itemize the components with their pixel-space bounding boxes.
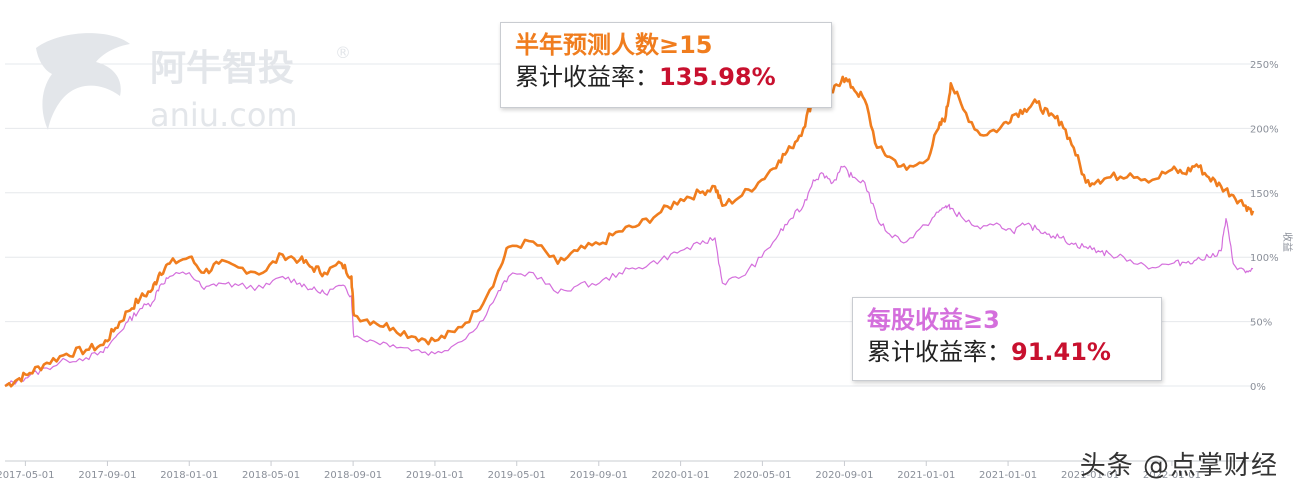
- y-tick-label: 0%: [1250, 382, 1266, 393]
- y-tick-label: 150%: [1250, 189, 1279, 200]
- annotation-series2: 每股收益≥3 累计收益率：91.41%: [852, 297, 1162, 381]
- footer-source: 头条 @点掌财经: [1079, 451, 1278, 481]
- series-lines: [4, 75, 1255, 388]
- y-tick-label: 200%: [1250, 124, 1279, 135]
- watermark-brand-en: aniu.com: [150, 96, 298, 134]
- y-axis-label: 收益: [1281, 232, 1294, 252]
- watermark-brand-cn: 阿牛智投: [150, 48, 294, 89]
- y-tick-label: 100%: [1250, 253, 1279, 264]
- series-line-2: [4, 165, 1254, 387]
- watermark: 阿牛智投 ® aniu.com: [36, 33, 351, 134]
- series2-return-value: 91.41%: [1011, 338, 1111, 366]
- x-tick-label: 2020-01-01: [652, 470, 710, 481]
- y-axis-ticks: 0% 50% 100% 150% 200% 250%: [1250, 60, 1279, 393]
- x-axis: 2017-05-01 2017-09-01 2018-01-01 2018-05-01…: [0, 460, 1263, 481]
- x-tick-label: 2018-05-01: [242, 470, 300, 481]
- x-tick-label: 2017-05-01: [0, 470, 54, 481]
- y-tick-label: 250%: [1250, 60, 1279, 71]
- series2-title: 每股收益≥3: [867, 306, 1000, 334]
- series1-return-row: 累计收益率：135.98%: [515, 61, 817, 93]
- x-tick-label: 2018-09-01: [324, 470, 382, 481]
- x-tick-label: 2021-01-01: [897, 470, 955, 481]
- x-tick-label: 2020-09-01: [815, 470, 873, 481]
- x-tick-label: 2021-01-01: [1061, 470, 1119, 481]
- x-tick-label: 2022-01-01: [1143, 470, 1201, 481]
- x-tick-label: 2020-05-01: [733, 470, 791, 481]
- series1-title: 半年预测人数≥15: [515, 31, 713, 59]
- series2-return-row: 累计收益率：91.41%: [867, 336, 1147, 368]
- x-tick-label: 2019-01-01: [406, 470, 464, 481]
- x-tick-label: 2018-01-01: [160, 470, 218, 481]
- x-tick-label: 2019-05-01: [488, 470, 546, 481]
- series2-return-label: 累计收益率：: [867, 338, 1011, 366]
- y-tick-label: 50%: [1250, 318, 1272, 329]
- bull-logo-icon: [36, 33, 130, 130]
- series1-return-value: 135.98%: [659, 63, 776, 91]
- x-tick-label: 2021-01-01: [979, 470, 1037, 481]
- watermark-registered: ®: [335, 43, 351, 62]
- series1-return-label: 累计收益率：: [515, 63, 659, 91]
- series-line-1: [4, 75, 1255, 388]
- annotation-series1: 半年预测人数≥15 累计收益率：135.98%: [500, 22, 832, 108]
- x-tick-label: 2017-09-01: [78, 470, 136, 481]
- x-tick-label: 2019-09-01: [570, 470, 628, 481]
